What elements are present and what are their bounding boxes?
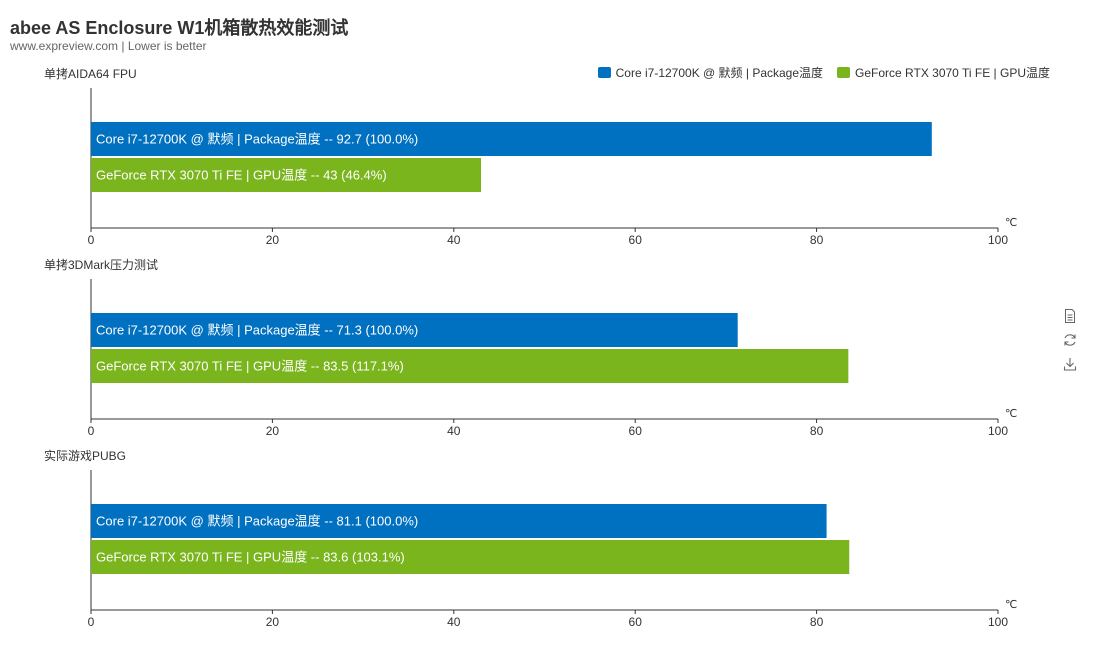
chart1-tick-label: 20: [266, 233, 280, 247]
chart2-bar-gpu: [91, 349, 849, 383]
chart1-bar-label-cpu: Core i7-12700K @ 默频 | Package温度 -- 92.7 …: [96, 132, 418, 147]
chart2-tick-label: 100: [988, 424, 1008, 438]
chart3-bar-cpu: [91, 504, 827, 538]
chart2-title: 单拷3DMark压力测试: [44, 257, 158, 272]
chart3-tick-label: 40: [447, 615, 461, 629]
chart1-tick-label: 60: [629, 233, 643, 247]
chart3-tick-label: 80: [810, 615, 824, 629]
chart3-tick-label: 0: [88, 615, 95, 629]
legend-item-gpu[interactable]: GeForce RTX 3070 Ti FE | GPU温度: [837, 64, 1050, 81]
restore-icon[interactable]: [1062, 332, 1078, 348]
chart3-bar-gpu: [91, 540, 850, 574]
legend-label-cpu: Core i7-12700K @ 默频 | Package温度: [615, 66, 824, 80]
chart2-tick-label: 0: [88, 424, 95, 438]
chart2-tick-label: 20: [266, 424, 280, 438]
chart1-bar-cpu: [91, 122, 932, 156]
chart3-tick-label: 100: [988, 615, 1008, 629]
legend-label-gpu: GeForce RTX 3070 Ti FE | GPU温度: [855, 66, 1050, 80]
chart2-unit-label: ℃: [1005, 408, 1017, 420]
toolbox: [1062, 308, 1082, 380]
chart3-title: 实际游戏PUBG: [44, 448, 126, 463]
chart1-unit-label: ℃: [1005, 217, 1017, 229]
save-image-icon[interactable]: [1062, 356, 1078, 372]
legend-item-cpu[interactable]: Core i7-12700K @ 默频 | Package温度: [597, 64, 824, 81]
chart1-bar-label-gpu: GeForce RTX 3070 Ti FE | GPU温度 -- 43 (46…: [96, 168, 387, 183]
chart2-tick-label: 60: [629, 424, 643, 438]
chart2-tick-label: 80: [810, 424, 824, 438]
chart3-unit-label: ℃: [1005, 599, 1017, 611]
chart1-bar-gpu: [91, 158, 482, 192]
chart2-bar-label-cpu: Core i7-12700K @ 默频 | Package温度 -- 71.3 …: [96, 323, 418, 338]
legend: Core i7-12700K @ 默频 | Package温度 GeForce …: [597, 64, 1050, 81]
chart1-title: 单拷AIDA64 FPU: [44, 66, 137, 81]
legend-swatch-cpu: [597, 67, 611, 78]
chart2-bar-label-gpu: GeForce RTX 3070 Ti FE | GPU温度 -- 83.5 (…: [96, 359, 404, 374]
chart3-tick-label: 60: [629, 615, 643, 629]
chart-title: abee AS Enclosure W1机箱散热效能测试: [10, 18, 349, 38]
chart2-tick-label: 40: [447, 424, 461, 438]
chart1-tick-label: 100: [988, 233, 1008, 247]
chart1-tick-label: 40: [447, 233, 461, 247]
chart3-bar-label-gpu: GeForce RTX 3070 Ti FE | GPU温度 -- 83.6 (…: [96, 550, 405, 565]
chart3-bar-label-cpu: Core i7-12700K @ 默频 | Package温度 -- 81.1 …: [96, 514, 418, 529]
chart1-tick-label: 80: [810, 233, 824, 247]
legend-swatch-gpu: [837, 67, 851, 78]
data-view-icon[interactable]: [1062, 308, 1078, 324]
chart3-tick-label: 20: [266, 615, 280, 629]
chart1-tick-label: 0: [88, 233, 95, 247]
chart-subtitle: www.expreview.com | Lower is better: [10, 39, 207, 53]
chart2-bar-cpu: [91, 313, 738, 347]
